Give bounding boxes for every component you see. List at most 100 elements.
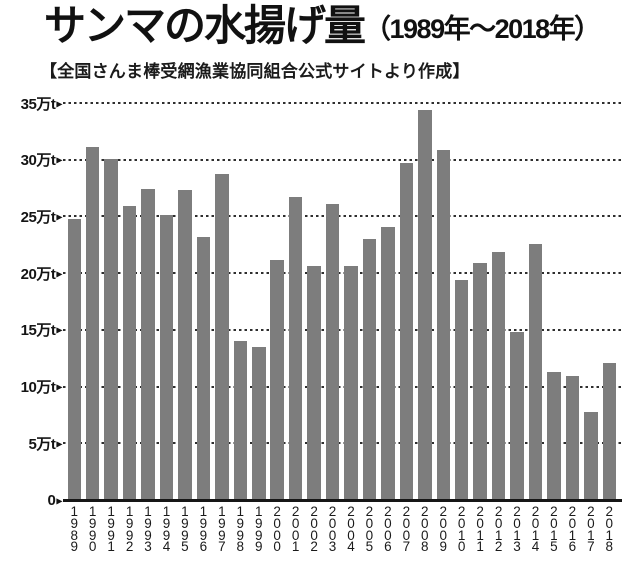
y-tick-text: 35万t [20, 95, 56, 113]
bar-2003 [325, 203, 340, 500]
x-tick-label-2004: 2 0 0 4 [347, 504, 355, 555]
bar-2006 [381, 226, 395, 500]
gridline-10 [63, 385, 622, 388]
x-tick-label-2007: 2 0 0 7 [402, 504, 411, 555]
tick-arrow-icon: ▶ [56, 496, 62, 505]
x-tick-label-2011: 2 0 1 1 [476, 504, 484, 555]
bar-2011 [473, 262, 487, 500]
x-tick-label-2013: 2 0 1 3 [513, 504, 521, 555]
gridline-5 [63, 442, 622, 445]
y-tick-label-25: 25万t ▶ [20, 207, 63, 226]
tick-arrow-icon: ▶ [56, 212, 62, 222]
tick-arrow-icon: ▶ [56, 269, 62, 279]
y-tick-text: 30万t [20, 152, 56, 170]
bar-2001 [288, 197, 303, 500]
bar-2018 [602, 362, 617, 500]
y-tick-label-30: 30万t ▶ [20, 151, 63, 170]
y-tick-label-35: 35万t ▶ [20, 94, 63, 113]
y-tick-label-0: 0 ▶ [48, 491, 63, 509]
bar-2017 [584, 411, 598, 500]
bar-1991 [104, 158, 118, 500]
x-tick-label-1994: 1 9 9 4 [162, 504, 171, 555]
bar-2004 [344, 266, 358, 500]
bar-1993 [141, 189, 155, 500]
tick-arrow-icon: ▶ [56, 99, 62, 108]
bar-2000 [270, 259, 284, 500]
bar-1999 [252, 346, 266, 500]
page-title: サンマの水揚げ量 （1989年～2018年） [44, 2, 601, 50]
x-tick-label-2010: 2 0 1 0 [457, 504, 466, 555]
bar-2009 [436, 149, 450, 500]
y-tick-text: 0 [47, 491, 56, 509]
x-axis-line [63, 499, 622, 502]
x-tick-label-2017: 2 0 1 7 [587, 504, 595, 555]
bar-1989 [67, 218, 81, 500]
x-tick-label-2012: 2 0 1 2 [494, 504, 503, 555]
x-axis: 1 9 8 9 1 9 9 0 1 9 9 1 1 9 9 2 1 9 9 3 1 9 9… [0, 504, 630, 566]
x-tick-label-2003: 2 0 0 3 [328, 504, 337, 555]
tick-arrow-icon: ▶ [56, 439, 62, 449]
x-tick-label-2015: 2 0 1 5 [550, 504, 558, 555]
bar-2002 [307, 266, 321, 500]
gridline-25 [63, 215, 622, 218]
x-tick-label-2018: 2 0 1 8 [605, 504, 614, 555]
gridline-35 [63, 102, 622, 104]
bar-1992 [122, 206, 137, 500]
y-tick-text: 5万t [28, 435, 56, 453]
source-note: 【全国さんま棒受網漁業協同組合公式サイトより作成】 [40, 62, 470, 81]
bar-2012 [491, 251, 506, 500]
x-tick-label-1992: 1 9 9 2 [125, 504, 134, 555]
x-tick-label-1998: 1 9 9 8 [236, 504, 245, 555]
bar-1994 [159, 215, 174, 500]
x-tick-label-2002: 2 0 0 2 [310, 504, 318, 555]
x-tick-label-2000: 2 0 0 0 [273, 504, 281, 555]
x-tick-label-1989: 1 9 8 9 [70, 504, 78, 555]
y-tick-text: 25万t [20, 208, 56, 226]
bar-2007 [399, 163, 414, 500]
x-tick-label-2016: 2 0 1 6 [568, 504, 577, 555]
title-year-range: （1989年～2018年） [364, 14, 601, 45]
plot-area [63, 102, 622, 500]
x-tick-label-2014: 2 0 1 4 [531, 504, 540, 555]
y-tick-text: 20万t [20, 265, 56, 283]
gridline-30 [63, 158, 622, 161]
bar-1998 [233, 341, 248, 500]
y-tick-label-20: 20万t ▶ [20, 264, 63, 283]
bar-2014 [528, 243, 543, 500]
tick-arrow-icon: ▶ [56, 382, 62, 392]
bar-2008 [418, 109, 432, 500]
bar-1990 [85, 147, 100, 500]
bar-1995 [178, 190, 192, 500]
x-tick-label-1991: 1 9 9 1 [107, 504, 115, 555]
x-tick-label-2009: 2 0 0 9 [439, 504, 447, 555]
x-tick-label-2006: 2 0 0 6 [384, 504, 392, 555]
x-tick-label-2005: 2 0 0 5 [365, 504, 374, 555]
x-tick-label-1990: 1 9 9 0 [88, 504, 97, 555]
y-tick-label-5: 5万t ▶ [28, 434, 63, 453]
gridline-15 [63, 328, 622, 331]
y-tick-text: 10万t [20, 379, 56, 397]
x-tick-label-2008: 2 0 0 8 [421, 504, 429, 555]
y-tick-label-15: 15万t ▶ [20, 321, 63, 340]
x-tick-label-1993: 1 9 9 3 [144, 504, 152, 555]
bar-2013 [510, 332, 524, 500]
gridline-20 [63, 272, 622, 275]
y-tick-label-10: 10万t ▶ [20, 378, 63, 397]
x-tick-label-2001: 2 0 0 1 [291, 504, 300, 555]
x-tick-label-1995: 1 9 9 5 [181, 504, 189, 555]
bar-2010 [454, 279, 469, 500]
tick-arrow-icon: ▶ [56, 155, 62, 165]
x-tick-label-1997: 1 9 9 7 [218, 504, 226, 555]
bar-2015 [547, 371, 561, 500]
x-tick-label-1999: 1 9 9 9 [254, 504, 263, 555]
y-tick-text: 15万t [20, 322, 56, 340]
bar-1996 [196, 236, 211, 500]
tick-arrow-icon: ▶ [56, 325, 62, 335]
title-main: サンマの水揚げ量 [44, 2, 366, 49]
bar-2016 [565, 376, 580, 500]
bar-1997 [215, 174, 229, 500]
x-tick-label-1996: 1 9 9 6 [199, 504, 208, 555]
bar-2005 [362, 239, 377, 500]
y-axis: 35万t ▶ 30万t ▶ 25万t ▶ 20万t ▶ 15万t ▶ 10万t ▶ 5万t ▶ 0 ▶ [0, 96, 63, 513]
